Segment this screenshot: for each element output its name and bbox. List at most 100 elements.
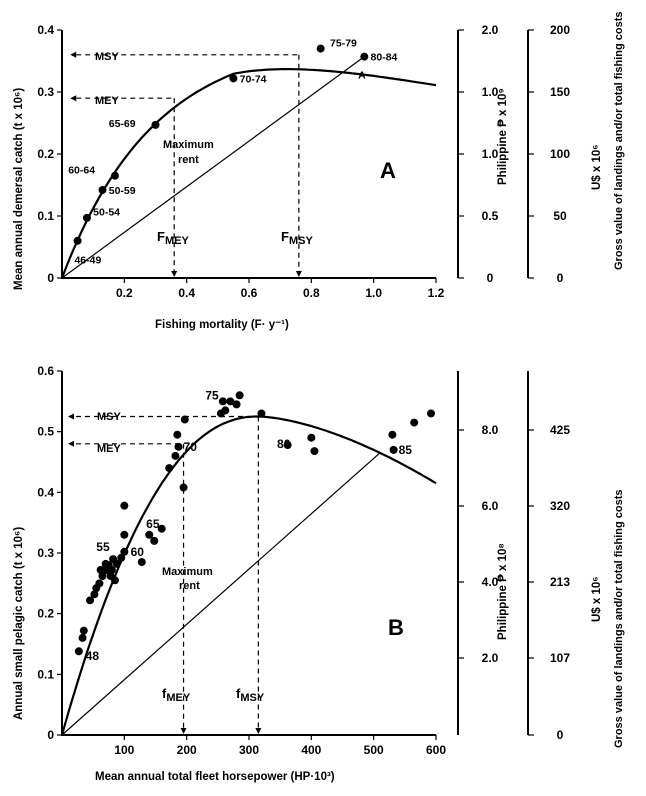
panel-b-fmsy-main: f: [236, 686, 241, 701]
panel-b-data-point: [120, 547, 129, 556]
panel-a-point-label: 60-64: [68, 165, 95, 177]
panel-a-data-point: [73, 236, 82, 245]
panel-b-point-label: 60: [131, 545, 145, 559]
panel-b-data-point: [310, 447, 319, 456]
panel-a-xtick-label: 0.2: [116, 286, 133, 300]
panel-b-data-point: [107, 565, 116, 574]
panel-a-fmsy-sub: MSY: [289, 235, 314, 247]
panel-b-point-label: 85: [399, 443, 413, 457]
panel-b-yield-curve: [60, 415, 437, 736]
panel-a-xtick-label: 0.8: [303, 286, 320, 300]
panel-b-ytick-label: 0.6: [37, 364, 54, 378]
panel-a-ylabel: Mean annual demersal catch (t x 10⁶): [13, 88, 25, 290]
panel-b-data-point: [120, 530, 129, 539]
panel-a-msy-arrow: [70, 51, 77, 58]
panel-b-point-label: 48: [86, 649, 100, 663]
panel-b-fmey-sub: MEY: [166, 692, 191, 704]
panel-a-right1-tick-label: 1.0: [482, 147, 499, 161]
panel-a-fmey-main: F: [157, 229, 165, 244]
panel-b-data-point: [90, 590, 99, 599]
panel-a-ytick-label: 0.4: [37, 23, 54, 37]
panel-b-data-point: [74, 647, 83, 656]
panel-b-data-point: [78, 633, 87, 642]
panel-a-ytick-label: 0: [47, 271, 54, 285]
panel-b-data-point: [232, 400, 241, 409]
panel-b-point-label: 65: [146, 517, 160, 531]
panel-a-rent-label-1: Maximum: [163, 139, 214, 151]
panel-a-data-point: [360, 52, 369, 61]
panel-b-rent-label-2: rent: [179, 580, 200, 592]
panel-b-axes: [61, 371, 436, 736]
panel-b-ytick-label: 0.5: [37, 425, 54, 439]
panel-a-ytick-label: 0.1: [37, 209, 54, 223]
panel-b-ylabel: Annual small pelagic catch (t x 10⁶): [13, 527, 25, 720]
panel-b-data-point: [137, 558, 146, 567]
panel-a-right2-label: U$ x 10⁶: [591, 144, 603, 190]
panel-b-data-point: [226, 397, 235, 406]
panel-b-right1-tick-label: 4.0: [482, 575, 499, 589]
panel-b-data-point: [171, 451, 180, 460]
panel-a-fmsy-label: FMSY: [281, 229, 313, 247]
panel-b-right2-tick-label: 425: [550, 423, 570, 437]
panel-a-yield-curve: [60, 68, 437, 279]
panel-b-data-point: [110, 576, 119, 585]
panel-b-ytick-label: 0.3: [37, 546, 54, 560]
panel-a-point-label: 80-84: [371, 52, 398, 64]
panel-b-xtick-label: 300: [239, 743, 259, 757]
panel-a-right2-sublabel: Gross value of landings and/or total fis…: [613, 11, 625, 270]
panel-b-data-point: [173, 430, 182, 439]
panel-b-data-point: [218, 397, 227, 406]
panel-a-data-point: [316, 44, 325, 53]
panel-b-data-point: [86, 596, 95, 605]
panel-b-data-point: [157, 524, 166, 533]
panel-b-data-point: [95, 579, 104, 588]
panel-b-fmey-arrow: [180, 728, 187, 734]
panel-a-point-label: 75-79: [330, 37, 357, 49]
panel-b-right1-label: Philippine ₱ x 10⁸: [497, 543, 509, 640]
panel-b-data-point: [79, 626, 88, 635]
panel-b-data-point: [307, 433, 316, 442]
panel-b-data-point: [389, 445, 398, 454]
panel-b-point-label: 75: [205, 388, 219, 402]
panel-b-point-label: 80: [277, 437, 291, 451]
panel-b-ticks: 100 200 300 400 500 60000.10.20.30.40.50.62.0…: [37, 364, 570, 757]
panel-b-fmey-main: f: [162, 686, 167, 701]
panel-a-data-point: [82, 213, 91, 222]
panel-b-fmsy-label: fMSY: [236, 686, 265, 704]
panel-b-data-point: [174, 442, 183, 451]
panel-a-point-label: 70-74: [240, 73, 267, 85]
panel-b-mey-arrow: [68, 440, 74, 447]
panel-b-annotations: MSY MEY Maximum rent fMEY fMSY B: [97, 411, 404, 704]
panel-a-ticks: 0.2 0.4 0.6 0.8 1.0 1.2 0 0.1 0.2 0.3 0.4 0 0.5 1.0 1.…: [37, 23, 570, 300]
panel-a-right1-label: Philippine ₱ x 10⁹: [497, 88, 509, 185]
panel-a-fmey-label: FMEY: [157, 229, 189, 247]
panel-a-right1-tick-label: 1.0: [482, 85, 499, 99]
panel-b-mey-label: MEY: [97, 443, 122, 455]
panel-a-annotations: MSY MEY Maximum rent FMEY FMSY A: [95, 51, 396, 247]
panel-a-ytick-label: 0.3: [37, 85, 54, 99]
panel-b-ytick-label: 0.4: [37, 485, 54, 499]
panel-b-xtick-label: 100: [114, 743, 134, 757]
panel-b-ytick-label: 0: [47, 728, 54, 742]
panel-a-xtick-label: 0.6: [241, 286, 258, 300]
panel-b-ytick-label: 0.1: [37, 667, 54, 681]
panel-a-fmsy-main: F: [281, 229, 289, 244]
panel-b-points: [74, 391, 436, 656]
panel-b-data-point: [112, 559, 121, 568]
panel-a-rent-label-2: rent: [178, 154, 199, 166]
panel-b-xtick-label: 400: [301, 743, 321, 757]
panel-b-right2-tick-label: 107: [550, 651, 570, 665]
panel-a-point-label: A: [358, 70, 366, 82]
panel-a-data-point: [229, 74, 238, 83]
panel-a-point-label: 65-69: [109, 118, 136, 130]
panel-a-xlabel: Fishing mortality (F· y⁻¹): [155, 319, 289, 331]
panel-b-rent-label-1: Maximum: [162, 566, 213, 578]
panel-a-xtick-label: 1.0: [365, 286, 382, 300]
panel-b-cost-line: [61, 452, 381, 736]
panel-a-right2-tick-label: 100: [550, 147, 570, 161]
panel-b-fmsy-arrow: [255, 728, 262, 734]
panel-b-letter: B: [388, 615, 404, 640]
panel-a-point-label: 50-59: [109, 185, 136, 197]
